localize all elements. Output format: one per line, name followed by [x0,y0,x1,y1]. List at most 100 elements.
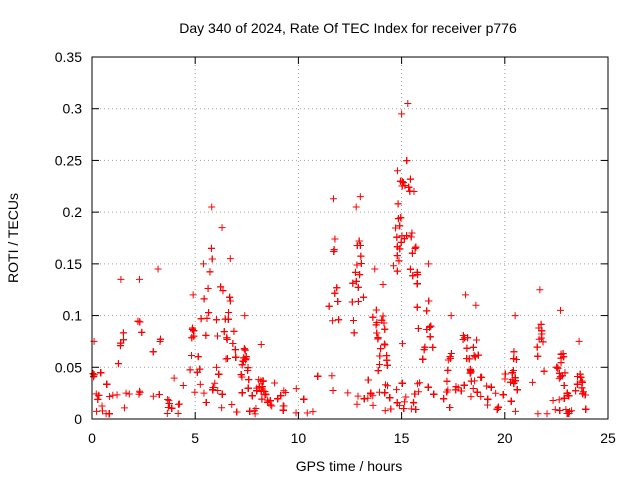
data-point [452,383,460,391]
data-point [412,406,420,414]
data-point [461,334,469,342]
data-point [213,332,221,340]
data-point [325,302,333,310]
data-point [558,372,566,380]
x-tick-label: 5 [191,430,199,446]
data-point [222,355,230,363]
data-point [424,260,432,268]
data-point [381,389,389,397]
data-point [333,284,341,292]
data-point [349,317,357,325]
data-point [473,388,481,396]
data-point [372,306,380,314]
data-point [537,320,545,328]
data-point [175,400,183,408]
data-point [423,307,431,315]
data-point [367,389,375,397]
y-tick-label: 0.1 [63,308,83,324]
data-point [462,291,470,299]
data-point [95,391,103,399]
data-point [352,277,360,285]
data-point [223,354,231,362]
data-point [398,110,406,118]
data-point [565,410,573,418]
data-point [499,391,507,399]
data-point [392,386,400,394]
data-point [446,404,454,412]
data-point [253,387,261,395]
data-point [353,261,361,269]
data-point [266,397,274,405]
data-point [240,345,248,353]
data-point [215,370,223,378]
data-point [331,235,339,243]
y-tick-label: 0.2 [63,204,83,220]
data-point [165,399,173,407]
data-point [240,354,248,362]
data-point [356,242,364,250]
data-point [470,352,478,360]
data-point [149,392,157,400]
data-point [217,283,225,291]
data-point [328,372,336,380]
data-point [380,319,388,327]
data-point [352,203,360,211]
data-point [135,275,143,283]
data-point [393,243,401,251]
data-point [208,203,216,211]
data-point [369,313,377,321]
data-point [427,322,435,330]
data-point [197,315,205,323]
data-point [344,389,352,397]
data-point [204,284,212,292]
data-point [252,405,260,413]
data-point [97,369,105,377]
data-point [255,383,263,391]
data-point [226,297,234,305]
data-point [540,367,548,375]
data-point [387,405,395,413]
data-point [575,337,583,345]
data-point [555,396,563,404]
data-point [549,397,557,405]
data-point [212,316,220,324]
data-point [512,355,520,363]
data-point [379,312,387,320]
data-point [467,367,475,375]
data-point [554,364,562,372]
data-point [444,386,452,394]
data-point [557,354,565,362]
data-point [426,333,434,341]
data-point [529,378,537,386]
x-tick-label: 0 [88,430,96,446]
data-point [407,233,415,241]
data-point [244,384,252,392]
data-point [402,393,410,401]
y-tick-label: 0 [74,411,82,427]
data-point [300,395,308,403]
data-point [563,389,571,397]
data-point [376,360,384,368]
data-point [330,246,338,254]
data-point [238,361,246,369]
data-point [226,255,234,263]
y-tick-label: 0.25 [55,152,82,168]
data-point [219,287,227,295]
data-point [94,395,102,403]
chart-title: Day 340 of 2024, Rate Of TEC Index for r… [179,20,517,36]
data-point [246,407,254,415]
data-point [572,387,580,395]
data-point [189,324,197,332]
data-point [207,244,215,252]
data-point [469,385,477,393]
data-point [202,399,210,407]
data-point [122,389,130,397]
data-point [424,383,432,391]
data-point [200,295,208,303]
data-point [119,329,127,337]
data-point [383,361,391,369]
data-point [229,340,237,348]
data-point [494,403,502,411]
data-point [232,353,240,361]
data-point [562,405,570,413]
